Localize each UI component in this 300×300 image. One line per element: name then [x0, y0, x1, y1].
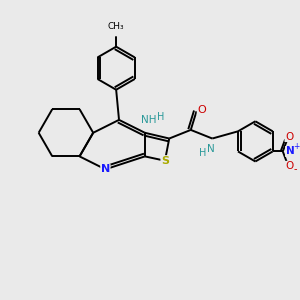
Text: O: O [285, 131, 293, 142]
Text: N: N [101, 164, 110, 174]
Text: O: O [285, 161, 293, 171]
Text: N: N [207, 144, 215, 154]
Text: NH: NH [140, 115, 156, 125]
Text: H: H [157, 112, 164, 122]
Text: H: H [199, 148, 206, 158]
Text: +: + [293, 142, 299, 151]
Text: S: S [161, 156, 169, 166]
Text: CH₃: CH₃ [108, 22, 124, 31]
Text: O: O [197, 105, 206, 115]
Text: -: - [294, 164, 297, 174]
Text: N: N [286, 146, 294, 156]
